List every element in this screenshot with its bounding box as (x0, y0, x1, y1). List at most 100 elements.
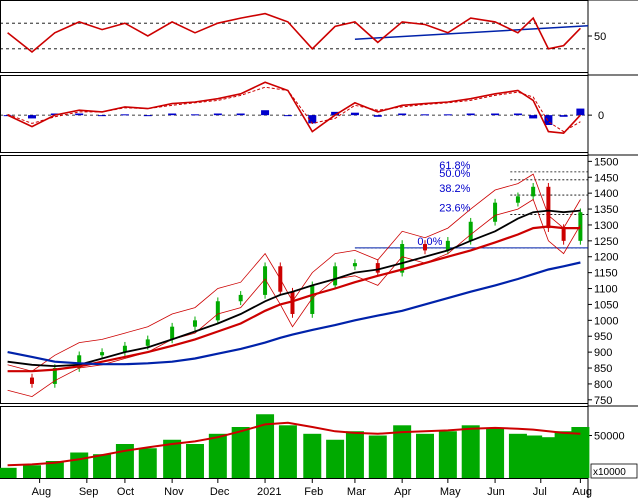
ma-blue-line (7, 261, 581, 366)
price-tick-label: 1100 (594, 284, 618, 296)
fib-level-label: 0.0% (417, 236, 442, 248)
volume-bar (416, 433, 435, 478)
date-tick-label: Aug (572, 486, 592, 498)
price-tick-label: 950 (594, 331, 612, 343)
volume-bar (326, 439, 345, 478)
panel-frame-rsi (0, 0, 589, 73)
macd-hist-bar (529, 115, 538, 119)
volume-tick-label: 50000 (594, 431, 625, 443)
candle-body (263, 266, 268, 295)
ma-red-line (7, 225, 581, 373)
candle-body (100, 352, 105, 356)
candle-body (290, 291, 295, 314)
candle-body (29, 377, 34, 384)
macd-hist-bar (576, 108, 585, 116)
candle-body (238, 294, 243, 302)
price-tick-label: 1150 (594, 268, 618, 280)
fib-level-label: 38.2% (439, 183, 470, 195)
price-tick-label: 1500 (594, 156, 618, 168)
volume-bar (539, 437, 558, 478)
candle-body (561, 228, 566, 241)
candle-body (192, 320, 197, 327)
ma-black-line (7, 209, 581, 368)
volume-ma-line (7, 421, 581, 467)
candle-body (310, 285, 315, 314)
volume-bar (461, 425, 480, 478)
candle-body (122, 345, 127, 353)
candle-body (352, 263, 357, 267)
rsi-trendline (354, 25, 589, 40)
candle-body (145, 339, 150, 346)
candle-body (77, 355, 82, 369)
volume-bar (70, 452, 89, 478)
volume-units-label: x10000 (593, 467, 626, 478)
macd-line (7, 81, 581, 135)
price-tick-label: 1450 (594, 172, 618, 184)
date-tick-label: Sep (79, 486, 99, 498)
candle-body (400, 244, 405, 273)
price-tick-label: 1400 (594, 188, 618, 200)
date-tick-label: May (440, 486, 461, 498)
volume-bar (571, 427, 590, 478)
candle-body (170, 326, 175, 340)
fib-level-label: 50.0% (439, 168, 470, 180)
rsi-line (7, 12, 581, 54)
price-tick-label: 1200 (594, 252, 618, 264)
macd-hist-bar (421, 114, 430, 116)
volume-bar (368, 435, 387, 478)
volume-bar (231, 427, 250, 478)
volume-bar (185, 444, 204, 478)
fib-level-label: 61.8% (439, 160, 470, 172)
volume-bar (554, 431, 573, 478)
fib-level-label: 23.6% (439, 202, 470, 214)
candle-body (333, 266, 338, 286)
volume-bar (45, 461, 64, 478)
candle-body (52, 368, 57, 384)
bollinger-upper-line (7, 173, 581, 372)
macd-hist-bar (373, 115, 382, 117)
macd-hist-bar (168, 113, 177, 116)
macd-hist-bar (143, 115, 152, 117)
candle-body (215, 301, 220, 321)
macd-hist-bar (559, 115, 568, 117)
macd-tick-label: 0 (598, 110, 604, 122)
volume-bar (163, 439, 182, 478)
volume-bar (345, 431, 364, 478)
volume-bar (393, 425, 412, 478)
volume-bar (0, 467, 17, 478)
candle-body (445, 240, 450, 251)
candle-body (375, 263, 380, 273)
volume-bar (256, 414, 275, 478)
macd-hist-bar (513, 113, 522, 116)
candle-body (468, 221, 473, 241)
macd-hist-bar (308, 115, 317, 124)
candle-body (493, 202, 498, 222)
panel-frame-macd (0, 75, 589, 153)
volume-bar (486, 428, 505, 478)
volume-bar (208, 433, 227, 478)
rsi-tick-label: 50 (594, 31, 606, 43)
volume-bar (508, 433, 527, 478)
macd-hist-bar (331, 111, 340, 116)
macd-hist-bar (544, 115, 553, 125)
macd-hist-bar (350, 112, 359, 116)
volume-bar (303, 433, 322, 478)
bollinger-lower-line (7, 198, 581, 398)
volume-bar (524, 435, 543, 478)
candle-body (578, 212, 583, 241)
date-tick-label: Jul (533, 486, 547, 498)
price-tick-label: 1000 (594, 315, 618, 327)
date-tick-label: Apr (394, 486, 411, 498)
macd-hist-bar (491, 113, 500, 116)
date-tick-label: Jun (487, 486, 505, 498)
macd-hist-bar (75, 113, 84, 116)
volume-bar (22, 465, 41, 478)
macd-hist-bar (466, 113, 475, 116)
date-tick-label: Mar (347, 486, 366, 498)
price-tick-label: 1250 (594, 236, 618, 248)
macd-hist-bar (283, 115, 292, 117)
price-tick-label: 1050 (594, 299, 618, 311)
volume-bar (438, 431, 457, 478)
